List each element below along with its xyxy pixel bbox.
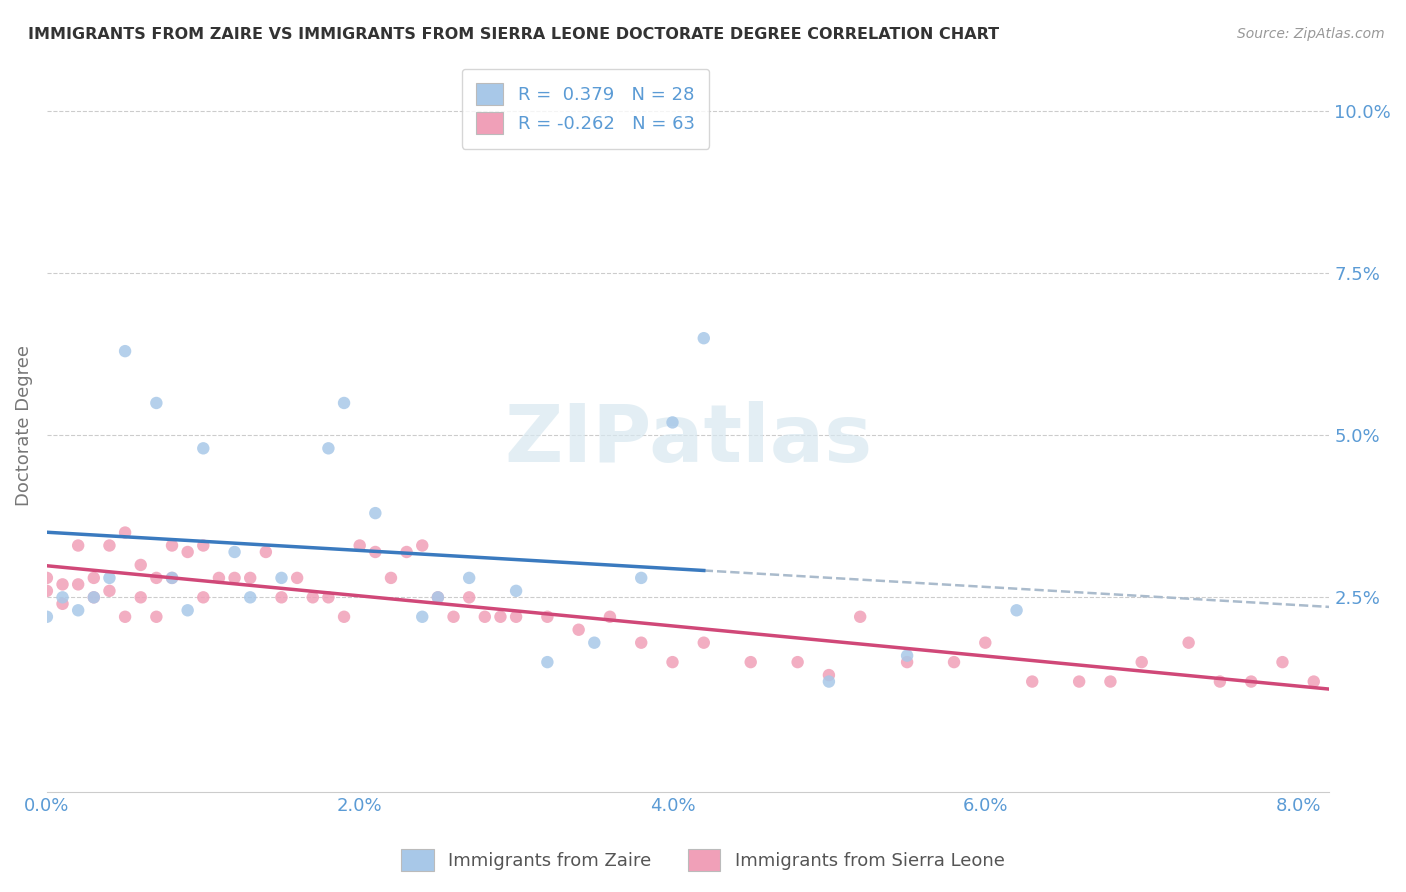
Point (1099, 674, 1122, 689)
Point (786, 655, 808, 669)
Point (426, 591, 449, 605)
Point (1271, 655, 1294, 669)
Point (239, 591, 262, 605)
Point (583, 636, 606, 650)
Point (83, 591, 105, 605)
Point (818, 674, 841, 689)
Point (98, 583, 121, 598)
Point (896, 655, 918, 669)
Point (661, 655, 683, 669)
Point (333, 609, 356, 624)
Point (301, 591, 323, 605)
Point (1130, 655, 1153, 669)
Point (193, 539, 215, 553)
Point (474, 609, 496, 624)
Point (193, 591, 215, 605)
Point (176, 545, 198, 559)
Point (145, 609, 167, 624)
Point (349, 539, 371, 553)
Point (458, 571, 481, 585)
Point (536, 655, 558, 669)
Point (318, 442, 340, 456)
Point (849, 609, 872, 624)
Point (426, 591, 449, 605)
Point (896, 648, 918, 663)
Point (1005, 603, 1028, 617)
Point (693, 636, 716, 650)
Point (254, 545, 277, 559)
Point (818, 668, 841, 682)
Point (943, 655, 966, 669)
Point (35, 583, 58, 598)
Point (1177, 636, 1199, 650)
Point (1021, 674, 1043, 689)
Point (974, 636, 997, 650)
Point (208, 571, 231, 585)
Point (193, 442, 215, 456)
Point (114, 609, 136, 624)
Point (129, 591, 152, 605)
Point (145, 396, 167, 410)
Point (505, 583, 527, 598)
Text: IMMIGRANTS FROM ZAIRE VS IMMIGRANTS FROM SIERRA LEONE DOCTORATE DEGREE CORRELATI: IMMIGRANTS FROM ZAIRE VS IMMIGRANTS FROM… (28, 27, 1000, 42)
Point (536, 609, 558, 624)
Point (270, 571, 292, 585)
Point (35, 609, 58, 624)
Point (285, 571, 308, 585)
Point (333, 396, 356, 410)
Point (270, 591, 292, 605)
Text: ZIPatlas: ZIPatlas (503, 401, 872, 479)
Point (411, 609, 433, 624)
Point (458, 591, 481, 605)
Point (1209, 674, 1232, 689)
Point (83, 571, 105, 585)
Point (630, 636, 652, 650)
Point (395, 545, 418, 559)
Point (318, 591, 340, 605)
Point (380, 571, 402, 585)
Point (489, 609, 512, 624)
Point (114, 525, 136, 540)
Point (160, 571, 183, 585)
Point (67, 539, 90, 553)
Point (224, 545, 246, 559)
Point (1069, 674, 1091, 689)
Y-axis label: Doctorate Degree: Doctorate Degree (15, 345, 32, 506)
Point (630, 571, 652, 585)
Point (740, 655, 762, 669)
Point (35, 571, 58, 585)
Point (599, 609, 621, 624)
Point (239, 571, 262, 585)
Point (1240, 674, 1263, 689)
Point (98, 571, 121, 585)
Point (83, 591, 105, 605)
Point (114, 344, 136, 359)
Point (67, 603, 90, 617)
Point (51, 577, 73, 591)
Point (1302, 674, 1324, 689)
Point (160, 571, 183, 585)
Text: Source: ZipAtlas.com: Source: ZipAtlas.com (1237, 27, 1385, 41)
Point (129, 558, 152, 572)
Point (176, 603, 198, 617)
Point (98, 539, 121, 553)
Point (51, 591, 73, 605)
Legend: Immigrants from Zaire, Immigrants from Sierra Leone: Immigrants from Zaire, Immigrants from S… (394, 842, 1012, 879)
Legend: R =  0.379   N = 28, R = -0.262   N = 63: R = 0.379 N = 28, R = -0.262 N = 63 (461, 69, 709, 149)
Point (364, 506, 387, 520)
Point (443, 609, 465, 624)
Point (224, 571, 246, 585)
Point (67, 577, 90, 591)
Point (505, 609, 527, 624)
Point (568, 623, 591, 637)
Point (411, 539, 433, 553)
Point (51, 597, 73, 611)
Point (693, 331, 716, 345)
Point (364, 545, 387, 559)
Point (661, 416, 683, 430)
Point (145, 571, 167, 585)
Point (160, 539, 183, 553)
